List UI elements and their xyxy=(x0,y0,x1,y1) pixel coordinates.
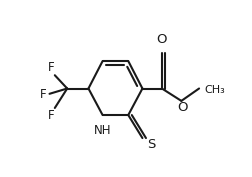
Text: F: F xyxy=(47,109,54,122)
Text: S: S xyxy=(146,138,155,151)
Text: F: F xyxy=(40,88,47,101)
Text: CH₃: CH₃ xyxy=(204,85,224,95)
Text: O: O xyxy=(156,33,167,46)
Text: F: F xyxy=(47,61,54,74)
Text: O: O xyxy=(177,101,187,114)
Text: NH: NH xyxy=(93,124,111,137)
